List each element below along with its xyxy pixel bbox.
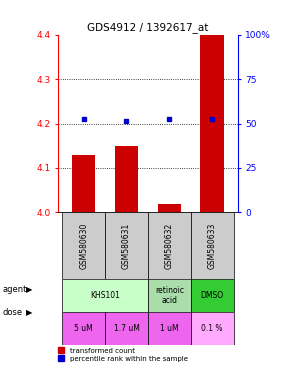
Bar xyxy=(148,312,191,345)
Bar xyxy=(62,212,105,279)
Text: ▶: ▶ xyxy=(26,285,32,295)
Text: 5 uM: 5 uM xyxy=(74,324,93,333)
Bar xyxy=(105,212,148,279)
Bar xyxy=(72,155,95,212)
Text: 1 uM: 1 uM xyxy=(160,324,179,333)
Bar xyxy=(115,146,138,212)
Bar xyxy=(148,279,191,312)
Text: 0.1 %: 0.1 % xyxy=(201,324,223,333)
Text: ▶: ▶ xyxy=(26,308,32,318)
Text: GSM580633: GSM580633 xyxy=(208,223,217,269)
Text: agent: agent xyxy=(3,285,27,295)
Text: GSM580630: GSM580630 xyxy=(79,223,88,269)
Bar xyxy=(191,279,233,312)
Text: DMSO: DMSO xyxy=(201,291,224,300)
Text: GSM580631: GSM580631 xyxy=(122,223,131,269)
Text: dose: dose xyxy=(3,308,23,318)
Text: KHS101: KHS101 xyxy=(90,291,120,300)
Text: 1.7 uM: 1.7 uM xyxy=(114,324,139,333)
Bar xyxy=(105,312,148,345)
Bar xyxy=(62,279,148,312)
Bar xyxy=(157,204,181,212)
Bar xyxy=(148,212,191,279)
Bar xyxy=(62,312,105,345)
Bar xyxy=(200,35,224,212)
Legend: transformed count, percentile rank within the sample: transformed count, percentile rank withi… xyxy=(58,347,188,362)
Bar xyxy=(191,312,233,345)
Bar xyxy=(191,212,233,279)
Text: GSM580632: GSM580632 xyxy=(165,223,174,269)
Title: GDS4912 / 1392617_at: GDS4912 / 1392617_at xyxy=(87,22,209,33)
Text: retinoic
acid: retinoic acid xyxy=(155,286,184,305)
